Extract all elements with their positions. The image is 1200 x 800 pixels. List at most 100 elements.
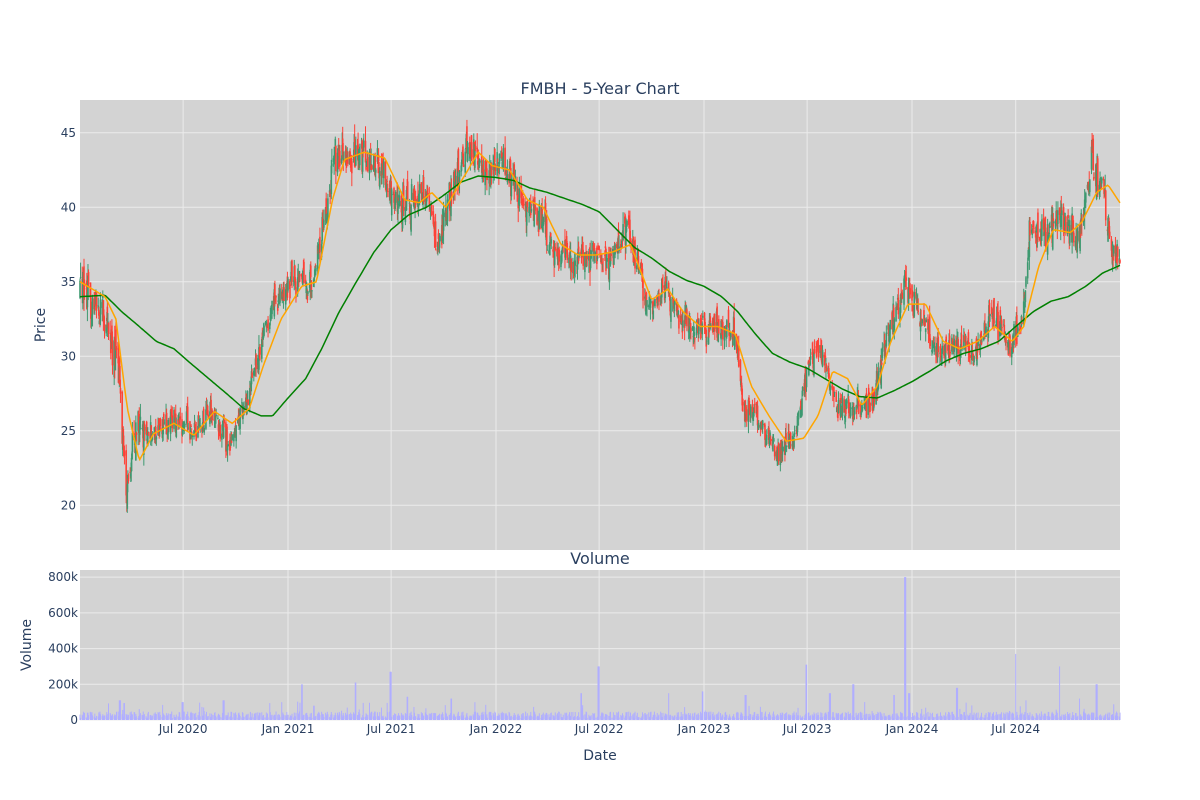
candle-decreasing [948, 335, 951, 361]
candle-decreasing [764, 434, 767, 440]
candle-decreasing [214, 409, 216, 421]
candle-decreasing [397, 197, 400, 199]
candle-decreasing [1116, 246, 1119, 257]
candle-increasing [541, 221, 544, 231]
candle-decreasing [506, 171, 508, 176]
candle-decreasing [857, 396, 860, 407]
candle-increasing [839, 404, 842, 418]
candle-increasing [613, 251, 615, 265]
candle-decreasing [1042, 218, 1045, 230]
candle-decreasing [733, 317, 736, 340]
candle-decreasing [165, 412, 168, 434]
candle-decreasing [957, 339, 959, 354]
candle-increasing [885, 332, 888, 347]
candle-decreasing [534, 204, 537, 211]
candle-decreasing [526, 200, 529, 208]
candle-increasing [747, 399, 750, 422]
candle-increasing [189, 430, 192, 439]
candle-increasing [1013, 324, 1015, 346]
candle-increasing [921, 319, 924, 324]
candle-increasing [1061, 210, 1063, 216]
candle-decreasing [109, 334, 112, 354]
volume-y-tick-label: 400k [48, 642, 78, 656]
candle-decreasing [119, 365, 121, 386]
candle-increasing [805, 369, 808, 388]
candle-increasing [302, 270, 304, 285]
candle-decreasing [295, 287, 297, 298]
candle-decreasing [744, 406, 747, 420]
candle-increasing [397, 194, 399, 214]
candle-increasing [648, 296, 651, 308]
candle-increasing [315, 268, 317, 272]
price-y-tick-label: 45 [61, 126, 76, 140]
candle-decreasing [1112, 250, 1114, 261]
candle-decreasing [309, 265, 312, 278]
candle-increasing [733, 336, 736, 350]
candle-increasing [359, 146, 361, 166]
candle-increasing [233, 433, 236, 436]
candle-increasing [368, 151, 371, 174]
candle-decreasing [342, 152, 345, 158]
candle-decreasing [937, 336, 940, 353]
candle-increasing [425, 196, 428, 207]
candle-decreasing [967, 332, 970, 350]
candle-increasing [849, 407, 852, 417]
candle-increasing [498, 153, 501, 164]
candle-increasing [998, 321, 1001, 337]
candle-increasing [1031, 229, 1034, 235]
candle-increasing [418, 193, 420, 201]
candle-increasing [126, 484, 129, 509]
candle-decreasing [665, 276, 667, 288]
candle-decreasing [245, 393, 248, 410]
candle-increasing [343, 158, 345, 161]
candle-decreasing [145, 421, 148, 435]
candle-increasing [944, 343, 947, 363]
candle-decreasing [1032, 225, 1034, 228]
candle-decreasing [1073, 232, 1075, 243]
candle-decreasing [393, 187, 395, 203]
candle-decreasing [162, 413, 165, 424]
candle-decreasing [420, 182, 423, 194]
candle-decreasing [533, 197, 536, 205]
candle-decreasing [484, 161, 487, 168]
candle-increasing [596, 256, 599, 259]
candle-decreasing [384, 161, 387, 186]
candle-increasing [785, 445, 788, 447]
candle-decreasing [577, 246, 580, 261]
candle-decreasing [596, 247, 598, 264]
candle-increasing [691, 326, 694, 331]
candle-decreasing [520, 189, 523, 199]
candle-increasing [1026, 262, 1029, 279]
candle-decreasing [763, 423, 766, 426]
candle-decreasing [339, 150, 341, 166]
candle-decreasing [845, 405, 847, 415]
candle-increasing [1000, 316, 1002, 335]
candle-decreasing [837, 412, 839, 419]
candle-increasing [389, 188, 391, 200]
candle-increasing [91, 314, 93, 326]
candle-decreasing [457, 148, 460, 172]
candle-decreasing [303, 261, 305, 284]
candle-increasing [893, 318, 896, 331]
candle-increasing [639, 263, 642, 274]
candle-decreasing [777, 443, 780, 462]
candle-decreasing [536, 207, 538, 225]
candle-increasing [959, 349, 962, 358]
candle-increasing [341, 144, 343, 160]
candle-decreasing [83, 288, 86, 290]
candle-increasing [622, 224, 624, 240]
candle-decreasing [679, 315, 682, 323]
candle-decreasing [840, 402, 843, 404]
candle-increasing [496, 152, 498, 176]
candle-decreasing [1001, 327, 1003, 329]
candle-increasing [242, 404, 244, 419]
candle-increasing [461, 159, 463, 166]
candle-decreasing [823, 354, 826, 358]
candle-decreasing [294, 265, 296, 281]
candle-increasing [799, 407, 802, 418]
candle-decreasing [703, 312, 706, 326]
candle-increasing [105, 324, 108, 334]
candle-increasing [594, 251, 596, 256]
candle-decreasing [917, 310, 920, 312]
candle-increasing [542, 216, 545, 227]
